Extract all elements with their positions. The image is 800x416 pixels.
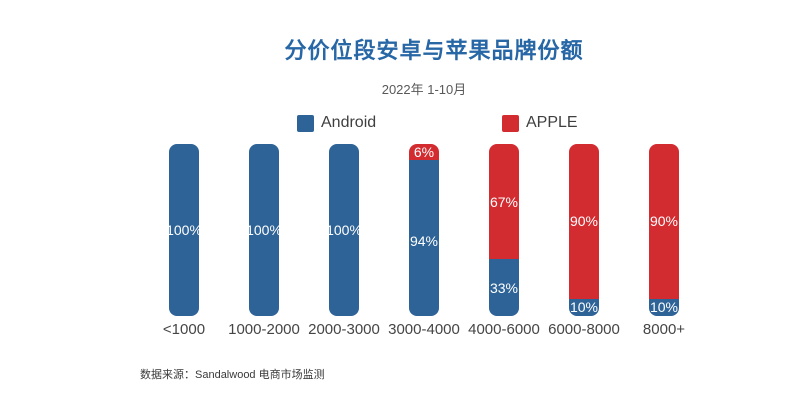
- chart-title: 分价位段安卓与苹果品牌份额: [284, 38, 584, 63]
- stacked-bar: 100%: [249, 144, 279, 316]
- stacked-bar: 90% 10%: [569, 144, 599, 316]
- value-label: 10%: [569, 299, 599, 316]
- value-label: 33%: [489, 279, 519, 296]
- value-label: 6%: [413, 144, 435, 160]
- stacked-bar: 67% 33%: [489, 144, 519, 316]
- value-label: 67%: [489, 193, 519, 210]
- bar-column: 90% 10%: [624, 144, 704, 316]
- bar-column: 100%: [224, 144, 304, 316]
- apple-segment: 67%: [489, 144, 519, 260]
- android-legend-label: Android: [321, 114, 377, 131]
- x-axis-label: 3000-4000: [388, 321, 460, 338]
- x-axis-label: 1000-2000: [228, 321, 300, 338]
- bar-column: 67% 33%: [464, 144, 544, 316]
- stacked-bar: 100%: [329, 144, 359, 316]
- x-axis-labels: <1000 1000-2000 2000-3000 3000-4000 4000-600…: [144, 321, 704, 338]
- legend-item-android: Android: [297, 114, 376, 132]
- bar-column: 100%: [304, 144, 384, 316]
- value-label: 100%: [249, 222, 279, 238]
- apple-segment: 6%: [409, 144, 439, 160]
- legend-item-apple: APPLE: [502, 114, 578, 132]
- apple-legend-swatch: [502, 114, 519, 132]
- x-axis-label: 8000+: [642, 321, 686, 338]
- value-label: 100%: [169, 222, 199, 238]
- data-source: 数据来源：Sandalwood 电商市场监测: [140, 369, 325, 381]
- value-label: 10%: [649, 299, 679, 316]
- x-axis-label: 6000-8000: [548, 321, 620, 338]
- stacked-bar: 6% 94%: [409, 144, 439, 316]
- x-axis-label: 2000-3000: [308, 321, 380, 338]
- android-segment: 94%: [409, 160, 439, 316]
- android-legend-swatch: [297, 114, 314, 132]
- x-axis-label: <1000: [162, 321, 206, 338]
- android-segment: 100%: [249, 144, 279, 316]
- stacked-bar: 100%: [169, 144, 199, 316]
- apple-segment: 90%: [649, 144, 679, 299]
- value-label: 90%: [569, 213, 599, 230]
- bar-chart: 100% 100% 100% 6% 94% 67% 33% 90% 10% 90% 10%: [144, 144, 704, 316]
- bar-column: 6% 94%: [384, 144, 464, 316]
- value-label: 90%: [649, 213, 679, 230]
- android-segment: 10%: [649, 298, 679, 316]
- android-segment: 10%: [569, 298, 599, 316]
- value-label: 100%: [329, 222, 359, 238]
- android-segment: 33%: [489, 259, 519, 316]
- android-segment: 100%: [169, 144, 199, 316]
- stacked-bar: 90% 10%: [649, 144, 679, 316]
- apple-segment: 90%: [569, 144, 599, 299]
- value-label: 94%: [409, 232, 439, 249]
- bar-column: 90% 10%: [544, 144, 624, 316]
- chart-subtitle: 2022年 1-10月: [381, 82, 467, 97]
- bar-column: 100%: [144, 144, 224, 316]
- x-axis-label: 4000-6000: [468, 321, 540, 338]
- apple-legend-label: APPLE: [526, 114, 578, 131]
- android-segment: 100%: [329, 144, 359, 316]
